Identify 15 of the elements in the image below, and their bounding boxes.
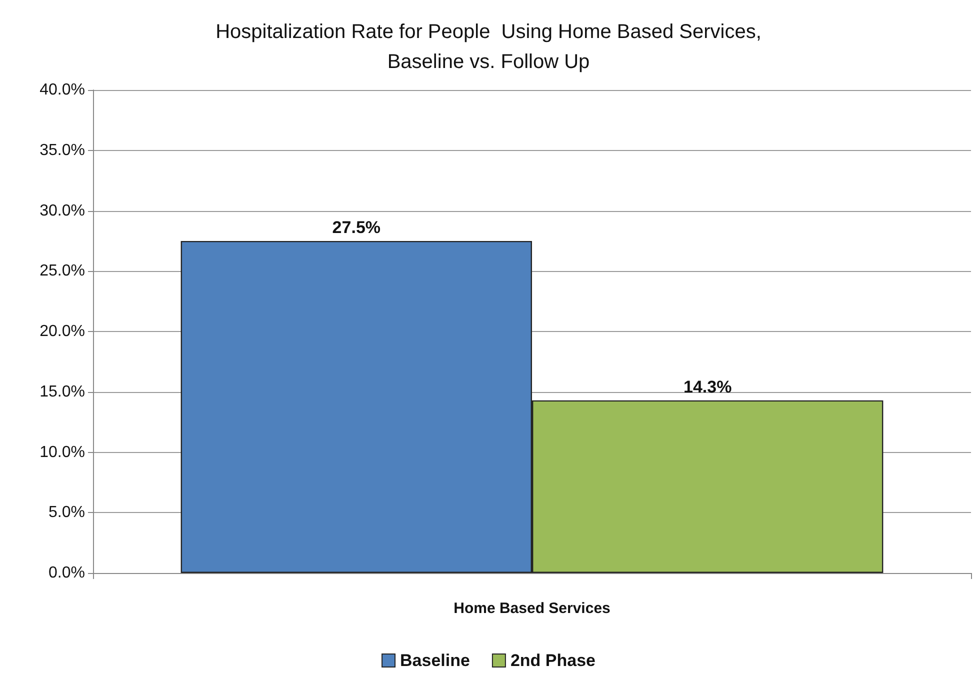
x-tick-label: Home Based Services [454,600,610,617]
y-tick-label: 30.0% [40,202,85,220]
y-tick-label: 35.0% [40,142,85,159]
legend-label: 2nd Phase [510,651,596,670]
y-tick-label: 15.0% [40,383,85,400]
chart-title: Hospitalization Rate for People Using Home Based Services, Baseline vs. Follow Up [216,21,762,73]
data-label: 14.3% [684,377,732,396]
y-tick-label: 20.0% [40,323,85,340]
y-tick-label: 25.0% [40,262,85,280]
legend-label: Baseline [400,651,470,670]
y-tick-label: 40.0% [40,82,85,98]
data-label: 27.5% [332,218,380,237]
y-tick-label: 0.0% [48,564,85,582]
y-tick-label: 5.0% [48,504,85,522]
y-tick-label: 10.0% [40,444,85,461]
